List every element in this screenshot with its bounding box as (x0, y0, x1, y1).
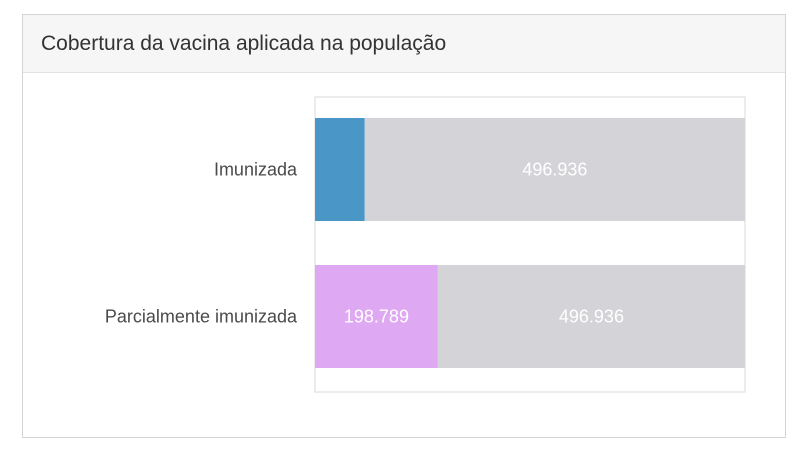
bars-group: 496.936 198.789 496.936 (315, 118, 745, 368)
bar-segment-label-1-2: 496.936 (522, 160, 587, 180)
card-header: Cobertura da vacina aplicada na populaçã… (23, 15, 785, 73)
bar-segment-1-2 (364, 118, 745, 221)
bar-segment-label-2-2: 496.936 (559, 307, 624, 327)
card-title: Cobertura da vacina aplicada na populaçã… (41, 31, 447, 55)
category-label-2: Parcialmente imunizada (105, 307, 298, 327)
category-label-1: Imunizada (214, 160, 298, 180)
bar-segment-1-1 (315, 118, 365, 221)
bar-segment-2-1 (315, 265, 438, 368)
bar-segment-label-2-1: 198.789 (344, 307, 409, 327)
bar-segment-2-2 (437, 265, 745, 368)
category-labels-group: Imunizada Parcialmente imunizada (105, 160, 298, 327)
